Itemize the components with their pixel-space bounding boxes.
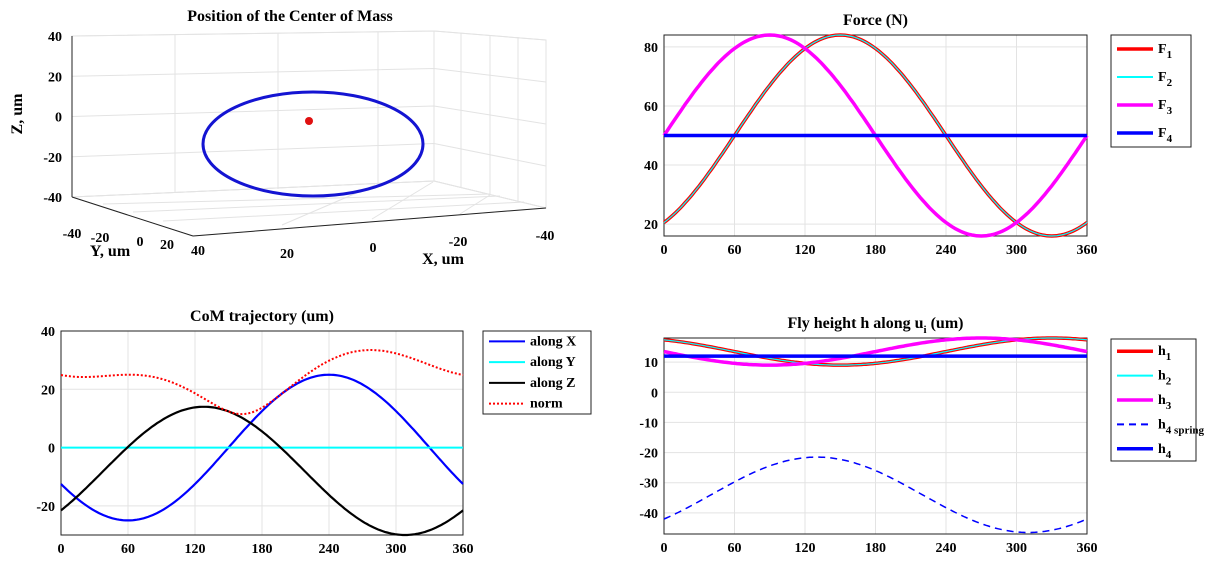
floor-gridline bbox=[459, 194, 491, 215]
x-tick-label: 300 bbox=[386, 542, 407, 557]
x-tick-label: 300 bbox=[1006, 243, 1027, 258]
y-tick-label: -30 bbox=[639, 477, 658, 492]
series-line-2 bbox=[60, 405, 464, 537]
y-tick-label: -10 bbox=[639, 416, 658, 431]
z-axis-label: Z, um bbox=[9, 93, 26, 135]
legend-entry: h4 bbox=[1158, 442, 1172, 461]
x-tick-label: 180 bbox=[252, 542, 273, 557]
x-axis bbox=[192, 207, 547, 237]
y-tick-label: 40 bbox=[41, 325, 55, 340]
y-tick-label: 20 bbox=[41, 383, 55, 398]
y-tick-label: 40 bbox=[644, 159, 658, 174]
chart-panel-flyheight: 0 60 120 180 240 300 360 10 0 -10 -20 -30 -40 Fly hei… bbox=[639, 315, 1204, 556]
x-tick-label: 240 bbox=[936, 541, 957, 556]
legend-box bbox=[482, 330, 592, 415]
legend-entry: F1 bbox=[1158, 42, 1172, 61]
y-tick-label: -40 bbox=[639, 507, 658, 522]
x-tick-label: -20 bbox=[449, 235, 468, 250]
y-tick-label: -40 bbox=[63, 227, 82, 242]
x-tick-label: 300 bbox=[1006, 541, 1027, 556]
legend-entry: along X bbox=[530, 334, 576, 349]
x-tick-label: 180 bbox=[865, 243, 886, 258]
plot-frame bbox=[60, 330, 464, 536]
plot-frame bbox=[663, 337, 1088, 535]
back-wall bbox=[71, 30, 435, 198]
legend-entry: h4 spring bbox=[1158, 417, 1205, 436]
floor-gridline bbox=[132, 195, 501, 213]
x-tick-label: 180 bbox=[865, 541, 886, 556]
y-axis bbox=[71, 196, 194, 237]
x-tick-label: 120 bbox=[795, 541, 816, 556]
x-tick-label: 120 bbox=[795, 243, 816, 258]
x-tick-label: -40 bbox=[536, 229, 555, 244]
floor-gridline bbox=[162, 201, 525, 222]
y-tick-label: -20 bbox=[91, 231, 110, 246]
y-tick-label: 0 bbox=[651, 386, 658, 401]
legend-entry: along Y bbox=[530, 355, 576, 370]
x-axis-label: X, um bbox=[422, 251, 464, 268]
z-tick-label: 0 bbox=[55, 111, 62, 126]
x-tick-label: 0 bbox=[58, 542, 65, 557]
com-orbit-ellipse bbox=[201, 90, 425, 198]
legend-entry: along Z bbox=[530, 376, 576, 391]
chart-title: Force (N) bbox=[843, 12, 908, 29]
chart-panel-force: 0 60 120 180 240 300 360 20 40 60 80 Force (N) F1 F2 F… bbox=[644, 12, 1192, 258]
y-tick-label: 20 bbox=[644, 218, 658, 233]
series-line-2 bbox=[663, 336, 1088, 367]
x-tick-label: 60 bbox=[728, 541, 742, 556]
com-center-point bbox=[305, 117, 313, 125]
z-tick-label: -20 bbox=[43, 151, 62, 166]
y-tick-label: -20 bbox=[36, 500, 55, 515]
y-tick-label: 0 bbox=[48, 442, 55, 457]
x-tick-label: 0 bbox=[661, 243, 668, 258]
chart-panel-com: 0 60 120 180 240 300 360 40 20 0 -20 CoM trajectory… bbox=[36, 308, 592, 557]
y-tick-label: 0 bbox=[137, 235, 144, 250]
x-tick-label: 360 bbox=[1077, 243, 1098, 258]
chart-title: CoM trajectory (um) bbox=[190, 308, 334, 325]
x-tick-label: 360 bbox=[1077, 541, 1098, 556]
y-axis-label: Y, um bbox=[90, 243, 131, 260]
series-line-0 bbox=[60, 373, 464, 522]
x-tick-label: 0 bbox=[370, 241, 377, 256]
y-tick-label: 60 bbox=[644, 100, 658, 115]
z-gridline bbox=[71, 142, 547, 167]
legend-box bbox=[1110, 34, 1192, 148]
legend-entry: F4 bbox=[1158, 126, 1173, 145]
legend-entry: h1 bbox=[1158, 344, 1171, 363]
z-gridline bbox=[71, 30, 547, 41]
legend-entry: h2 bbox=[1158, 369, 1172, 388]
y-tick-label: -20 bbox=[639, 447, 658, 462]
x-tick-label: 240 bbox=[319, 542, 340, 557]
floor-gridline bbox=[102, 193, 491, 205]
chart-title: Fly height h along ui (um) bbox=[788, 315, 964, 336]
y-tick-label: 20 bbox=[160, 238, 174, 253]
y-tick-label: 10 bbox=[644, 356, 658, 371]
x-tick-label: 240 bbox=[936, 243, 957, 258]
legend-entry: F2 bbox=[1158, 70, 1173, 89]
legend-entry: norm bbox=[530, 397, 563, 412]
floor-gridline bbox=[371, 181, 434, 220]
x-tick-label: 20 bbox=[280, 247, 294, 262]
y-tick-label: 80 bbox=[644, 41, 658, 56]
chart-title: Position of the Center of Mass bbox=[187, 8, 392, 25]
z-tick-label: -40 bbox=[43, 191, 62, 206]
x-tick-label: 60 bbox=[728, 243, 742, 258]
chart-panel-3d: 40 20 0 -20 -40 -40 -20 0 20 40 20 0 -20 -40 Position … bbox=[9, 8, 554, 268]
legend-entry: F3 bbox=[1158, 98, 1173, 117]
z-gridline bbox=[71, 105, 547, 125]
legend-entry: h3 bbox=[1158, 393, 1172, 412]
y-tick-label: 40 bbox=[191, 244, 205, 259]
x-tick-label: 60 bbox=[121, 542, 135, 557]
x-tick-label: 120 bbox=[185, 542, 206, 557]
series-line-3 bbox=[60, 348, 464, 416]
x-tick-label: 360 bbox=[453, 542, 474, 557]
x-tick-label: 0 bbox=[661, 541, 668, 556]
z-tick-label: 40 bbox=[48, 30, 62, 45]
z-tick-label: 20 bbox=[48, 70, 62, 85]
z-gridline bbox=[71, 67, 547, 83]
